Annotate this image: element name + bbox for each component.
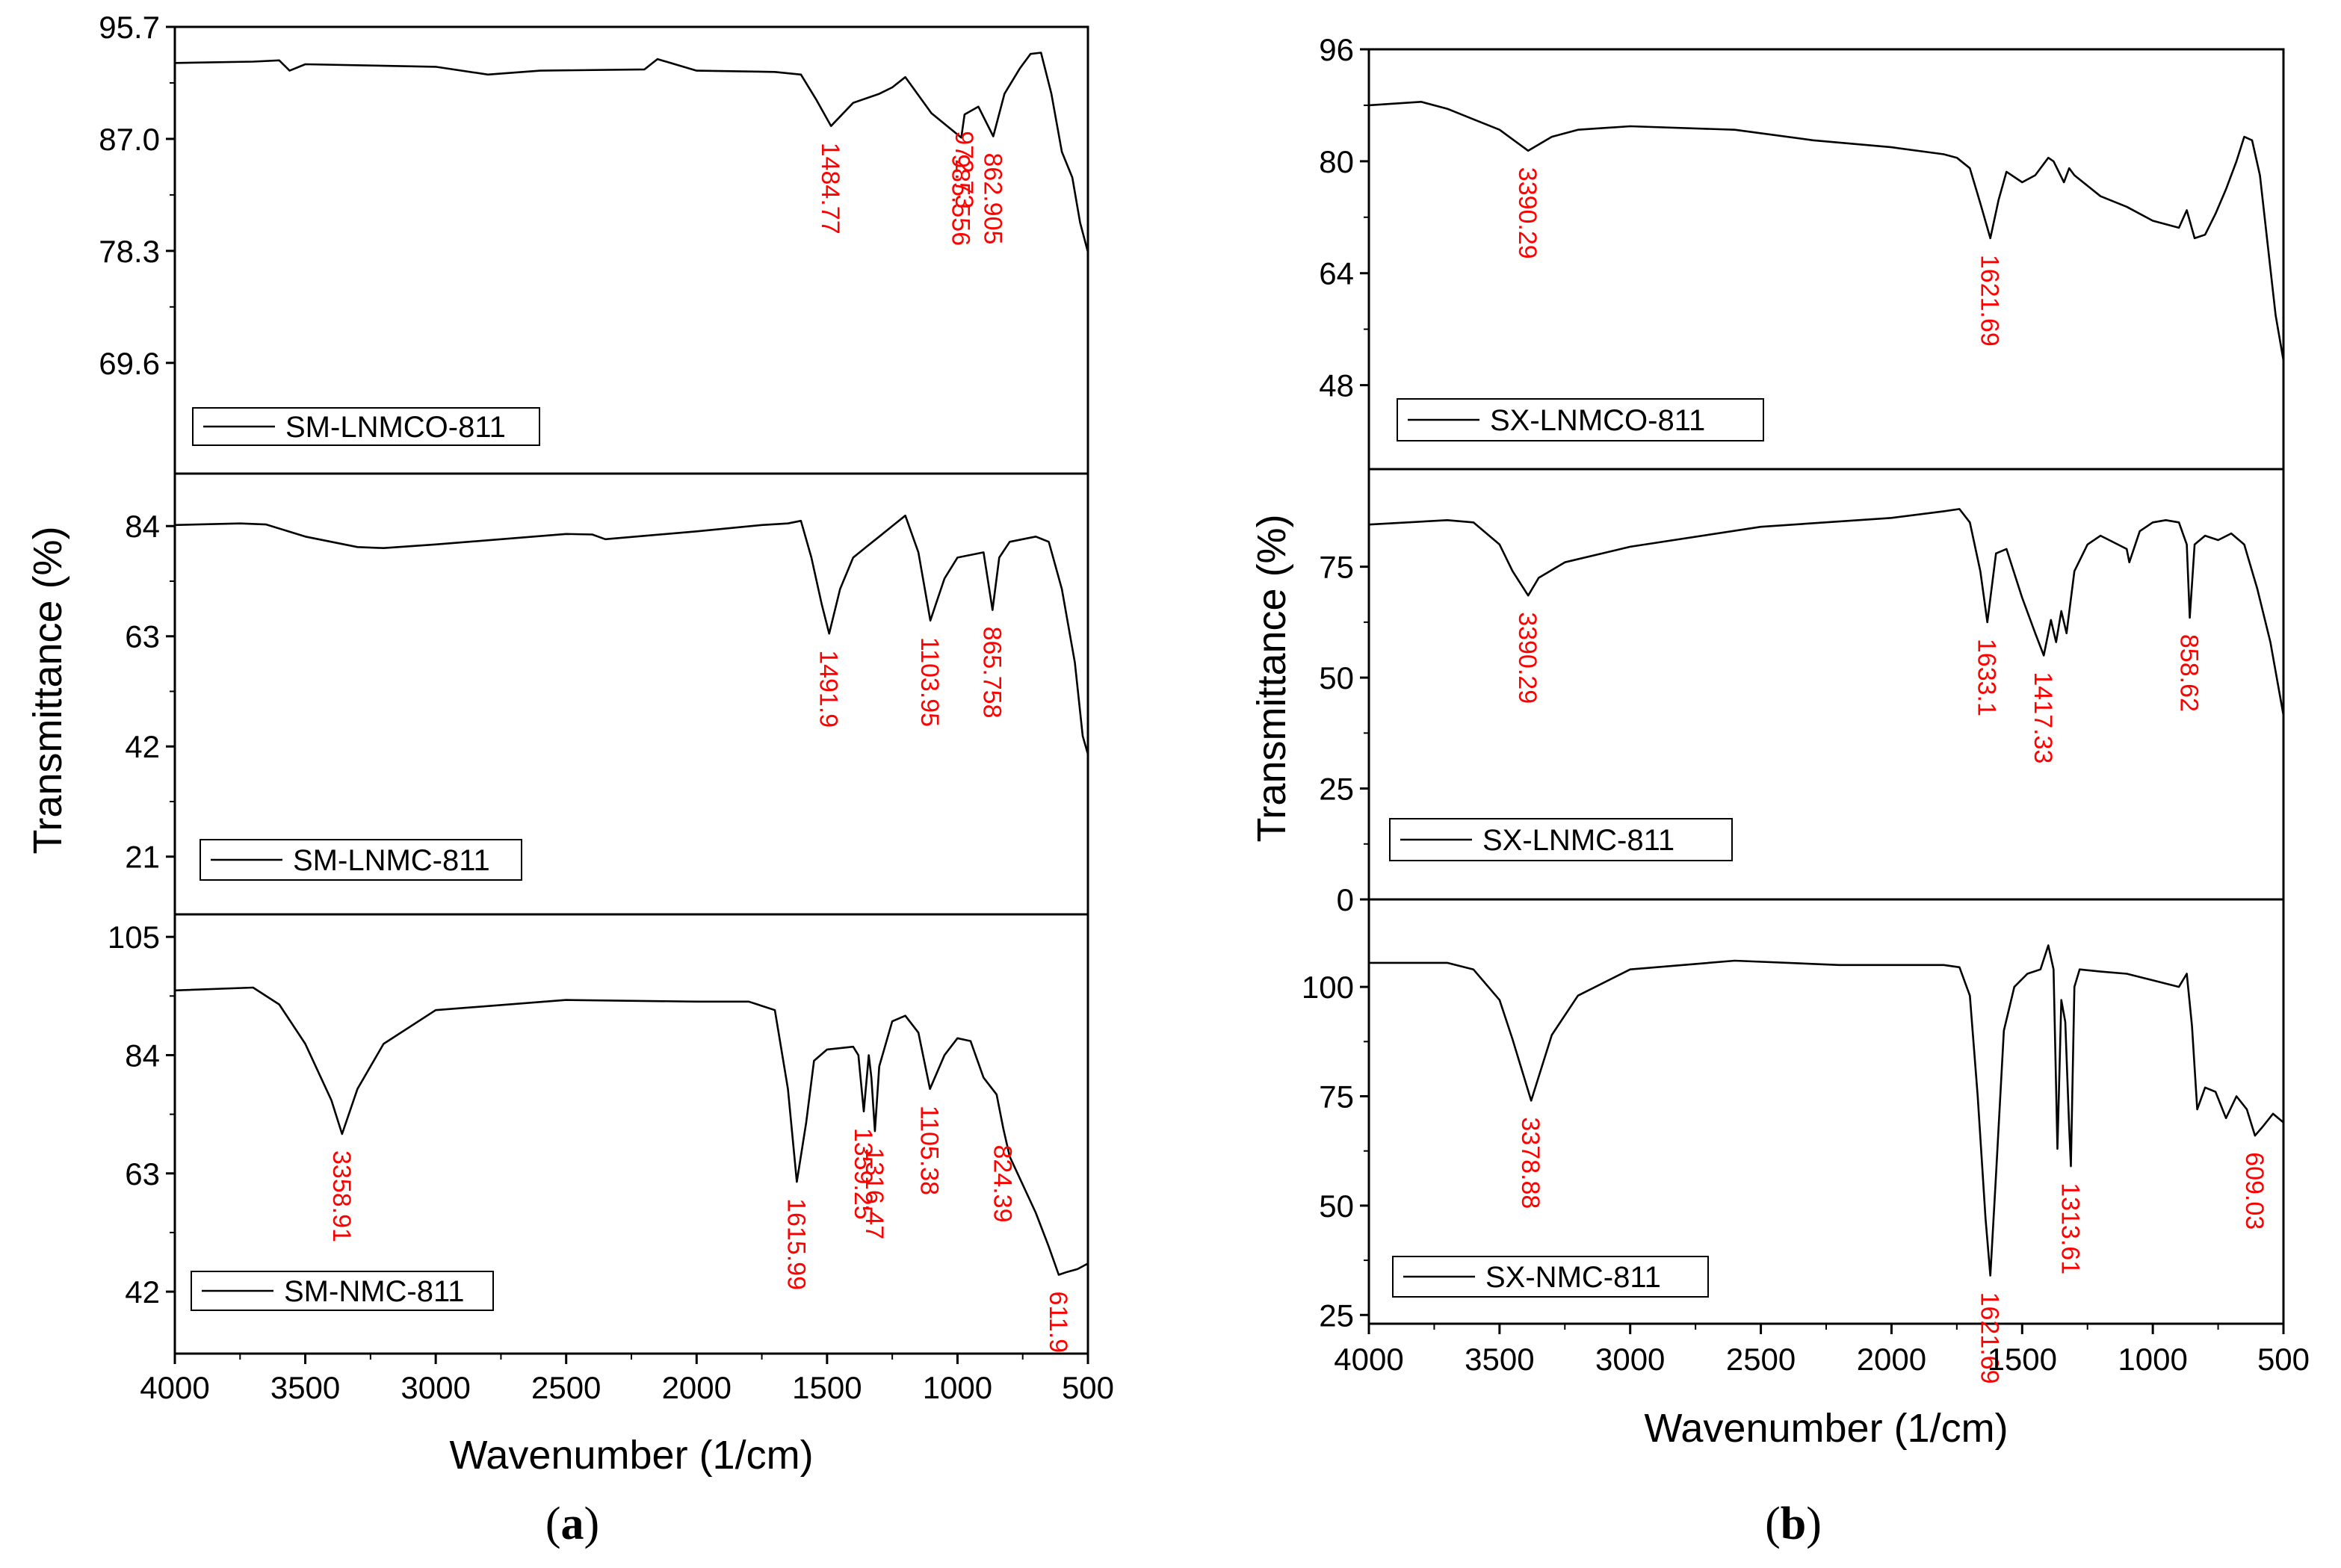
x-tick-label: 3000 — [401, 1370, 470, 1405]
x-tick-label: 500 — [2257, 1342, 2310, 1377]
spectrum-line — [174, 514, 1089, 755]
peak-label: 985.556 — [947, 154, 975, 246]
caption-open: ( — [545, 1499, 561, 1549]
y-tick-label: 69.6 — [99, 346, 160, 381]
caption-close: ) — [1806, 1499, 1822, 1549]
y-tick-label: 21 — [125, 840, 160, 875]
spectrum-line — [1369, 944, 2284, 1277]
x-tick-label: 500 — [1062, 1370, 1114, 1405]
x-axis-title: Wavenumber (1/cm) — [1644, 1406, 2008, 1451]
x-tick-label: 1500 — [792, 1370, 862, 1405]
y-axis-title: Transmittance (%) — [25, 526, 70, 854]
panel-caption: (a) — [545, 1499, 599, 1549]
y-tick-label: 0 — [1337, 882, 1354, 917]
peak-label: 1417.33 — [2029, 672, 2057, 763]
y-tick-label: 100 — [1302, 970, 1354, 1005]
peak-label: 1633.1 — [1973, 639, 2001, 716]
y-tick-label: 105 — [108, 920, 160, 955]
legend-label: SM-LNMC-811 — [293, 844, 490, 877]
panel-sx-nmc-811: 100 75 50 25 3378.88 1621.69 1313.61 609.03 SX-N… — [1302, 898, 2285, 1384]
y-tick-label: 64 — [1319, 256, 1354, 291]
y-tick-label: 25 — [1319, 1298, 1354, 1333]
panel-sm-lnmc-811: 84 63 42 21 1491.9 1103.95 865.758 SM-LNMC-811 — [125, 472, 1089, 916]
legend-label: SX-NMC-811 — [1485, 1261, 1661, 1294]
y-tick-label: 25 — [1319, 772, 1354, 807]
peak-label: 1105.38 — [915, 1106, 944, 1195]
x-tick-label: 3500 — [1465, 1342, 1534, 1377]
peak-label: 1484.77 — [816, 143, 844, 235]
chart-b: 96 80 64 48 3390.29 1621.69 SX-LNMCO-811 75 50 25… — [1249, 32, 2310, 1549]
x-tick-label: 3500 — [270, 1370, 340, 1405]
peak-label: 3378.88 — [1516, 1117, 1544, 1209]
peak-label: 3390.29 — [1513, 167, 1541, 259]
panel-sx-lnmc-811: 75 50 25 0 3390.29 1633.1 1417.33 858.62 SX-LNMC… — [1319, 468, 2285, 917]
caption-close: ) — [584, 1499, 600, 1549]
peak-label: 824.39 — [989, 1145, 1017, 1223]
x-tick-label: 1500 — [1988, 1342, 2057, 1377]
x-axis-title: Wavenumber (1/cm) — [449, 1433, 813, 1478]
peak-label: 972.73 — [950, 131, 978, 208]
y-tick-label: 48 — [1319, 368, 1354, 403]
y-tick-label: 42 — [125, 1274, 160, 1310]
peak-label: 1359.25 — [849, 1128, 877, 1220]
legend-label: SM-NMC-811 — [284, 1275, 465, 1308]
x-tick-label: 4000 — [140, 1370, 209, 1405]
peak-label: 609.03 — [2240, 1152, 2269, 1230]
legend-label: SM-LNMCO-811 — [285, 411, 506, 444]
x-tick-label: 2000 — [662, 1370, 732, 1405]
spectrum-line — [1368, 508, 2285, 716]
y-tick-label: 80 — [1319, 144, 1354, 179]
peak-label: 611.9 — [1044, 1292, 1072, 1354]
panel-caption: (b) — [1765, 1499, 1822, 1549]
x-tick-label: 4000 — [1334, 1342, 1403, 1377]
peak-label: 1316.47 — [860, 1147, 888, 1239]
spectrum-line — [174, 52, 1089, 252]
caption-letter: a — [561, 1499, 584, 1549]
y-tick-label: 95.7 — [99, 10, 160, 45]
y-tick-label: 87.0 — [99, 122, 160, 157]
y-tick-label: 78.3 — [99, 234, 160, 269]
panel-sx-lnmco-811: 96 80 64 48 3390.29 1621.69 SX-LNMCO-811 — [1319, 32, 2285, 471]
caption-open: ( — [1765, 1499, 1781, 1549]
y-tick-label: 75 — [1319, 550, 1354, 585]
y-tick-label: 63 — [125, 619, 160, 654]
peak-label: 3358.91 — [327, 1150, 356, 1242]
spectrum-line — [1368, 101, 2285, 362]
y-tick-label: 96 — [1319, 32, 1354, 67]
caption-letter: b — [1781, 1499, 1806, 1549]
y-tick-label: 42 — [125, 729, 160, 764]
x-tick-label: 2000 — [1857, 1342, 1926, 1377]
y-tick-label: 75 — [1319, 1079, 1354, 1115]
y-tick-label: 63 — [125, 1156, 160, 1192]
legend-label: SX-LNMCO-811 — [1490, 404, 1705, 437]
y-tick-label: 50 — [1319, 660, 1354, 695]
peak-label: 1621.69 — [1976, 1292, 2004, 1384]
peak-label: 1313.61 — [2056, 1183, 2085, 1274]
peak-label: 1615.99 — [782, 1198, 810, 1290]
y-tick-label: 50 — [1319, 1189, 1354, 1224]
y-tick-label: 84 — [125, 509, 160, 544]
peak-label: 3390.29 — [1513, 612, 1541, 704]
peak-label: 865.758 — [977, 627, 1006, 719]
peak-label: 1103.95 — [915, 637, 944, 727]
legend-label: SX-LNMC-811 — [1482, 824, 1674, 857]
peak-label: 862.905 — [978, 153, 1006, 245]
peak-label: 1491.9 — [814, 650, 843, 728]
peak-label: 1621.69 — [1976, 255, 2004, 347]
peak-label: 858.62 — [2175, 634, 2204, 712]
y-tick-label: 84 — [125, 1038, 160, 1073]
spectrum-line — [174, 986, 1089, 1276]
x-tick-label: 1000 — [2118, 1342, 2187, 1377]
x-tick-label: 1000 — [923, 1370, 992, 1405]
y-axis-title: Transmittance (%) — [1249, 514, 1294, 842]
panel-frame — [173, 25, 1089, 475]
x-tick-label: 2500 — [531, 1370, 601, 1405]
x-tick-label: 3000 — [1595, 1342, 1665, 1377]
x-tick-label: 2500 — [1726, 1342, 1796, 1377]
